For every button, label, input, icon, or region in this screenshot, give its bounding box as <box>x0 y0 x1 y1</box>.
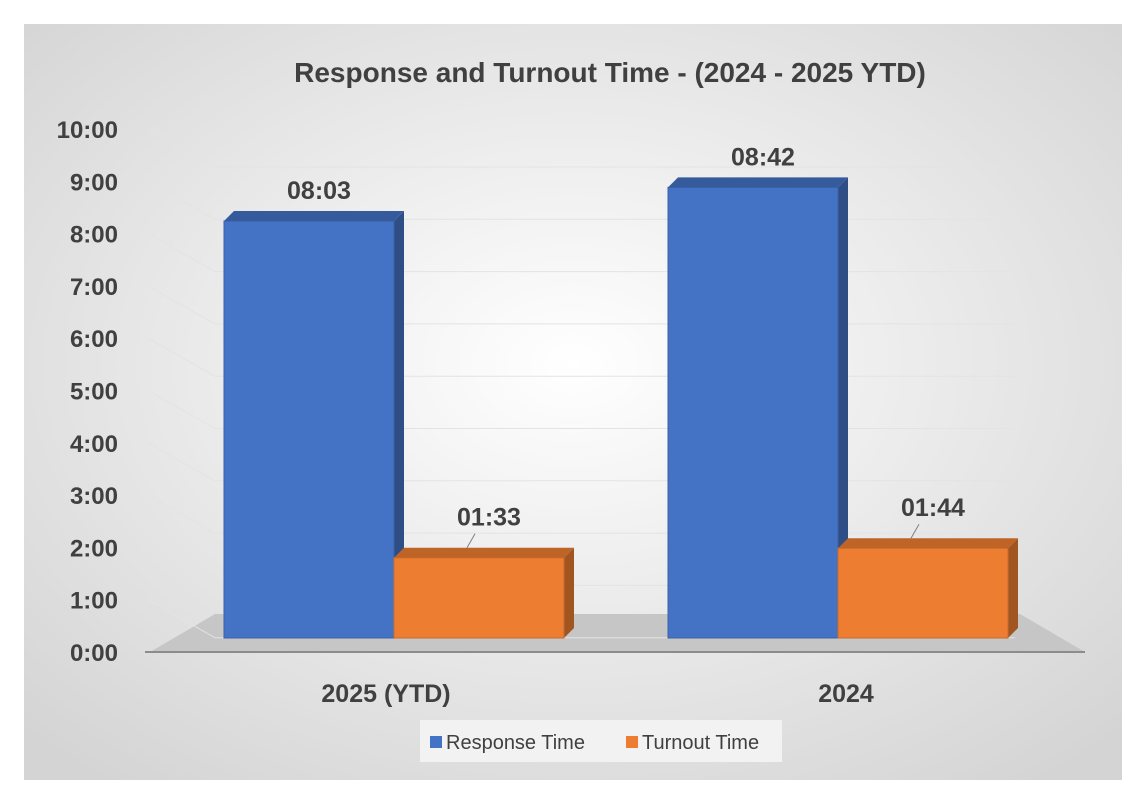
gridline-diagonal <box>147 442 216 482</box>
legend-box <box>420 720 782 762</box>
legend-swatch <box>626 736 638 748</box>
chart-background <box>24 24 1122 780</box>
bar <box>837 547 1009 639</box>
y-tick-label: 10:00 <box>57 117 118 144</box>
data-label: 08:03 <box>287 177 351 205</box>
bar <box>393 557 565 639</box>
gridline-diagonal <box>147 599 216 639</box>
data-label: 08:42 <box>731 143 795 171</box>
gridline-diagonal <box>147 180 216 220</box>
bar-top <box>394 547 574 558</box>
gridline-diagonal <box>147 233 216 273</box>
x-tick-label: 2024 <box>818 680 874 708</box>
bar-side <box>1008 538 1018 638</box>
legend-label: Turnout Time <box>642 732 759 754</box>
data-label-leader <box>910 523 920 539</box>
y-tick-label: 7:00 <box>70 274 118 301</box>
data-label-leader <box>466 533 476 548</box>
bar-top <box>224 211 404 222</box>
gridline-diagonal <box>147 285 216 325</box>
y-tick-label: 1:00 <box>70 588 118 615</box>
bar <box>667 186 839 639</box>
gridline-diagonal <box>147 390 216 429</box>
gridline-diagonal <box>147 546 216 586</box>
gridline-diagonal <box>147 337 216 377</box>
data-label: 01:33 <box>457 504 521 532</box>
bar-top <box>668 177 848 188</box>
gridline-diagonal <box>147 128 216 168</box>
y-tick-label: 4:00 <box>70 431 118 458</box>
legend-label: Response Time <box>446 732 585 754</box>
y-tick-label: 8:00 <box>70 222 118 249</box>
bar-side <box>838 177 848 638</box>
y-tick-label: 5:00 <box>70 379 118 406</box>
y-tick-label: 6:00 <box>70 326 118 353</box>
y-tick-label: 2:00 <box>70 535 118 562</box>
bar-top <box>838 538 1018 549</box>
bar-side <box>394 211 404 638</box>
bar <box>223 220 395 639</box>
data-label: 01:44 <box>901 494 965 522</box>
gridline-diagonal <box>147 494 216 534</box>
legend-swatch <box>430 736 442 748</box>
x-tick-label: 2025 (YTD) <box>321 680 450 708</box>
bar-side <box>564 547 574 638</box>
y-tick-label: 0:00 <box>70 640 118 667</box>
y-tick-label: 3:00 <box>70 483 118 510</box>
y-tick-label: 9:00 <box>70 169 118 196</box>
chart-title: Response and Turnout Time - (2024 - 2025… <box>294 57 926 88</box>
